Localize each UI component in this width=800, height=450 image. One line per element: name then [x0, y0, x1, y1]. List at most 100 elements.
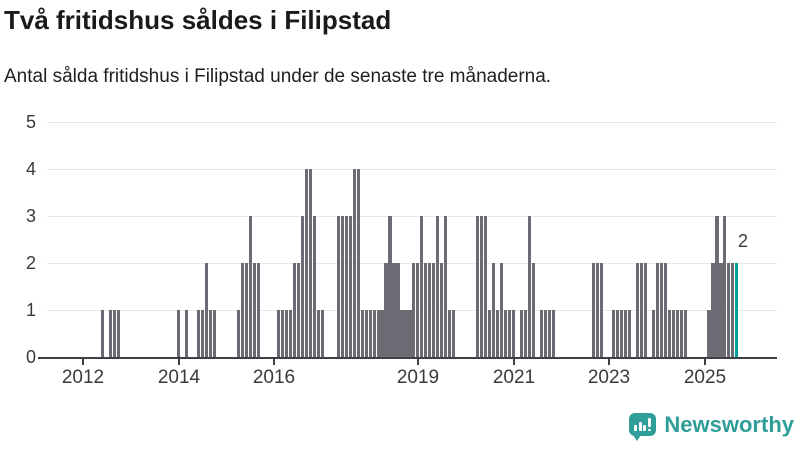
bar-2019-09 [448, 310, 452, 357]
bar-2014-09 [209, 310, 213, 357]
bar-2023-04 [619, 310, 623, 357]
bar-2020-12 [508, 310, 512, 357]
bar-2024-05 [671, 310, 675, 357]
bar-2021-03 [520, 310, 524, 357]
gridline-y5 [47, 122, 777, 124]
bar-2018-10 [404, 310, 408, 357]
bar-2023-05 [623, 310, 627, 357]
x-tick-2023 [608, 359, 610, 365]
bar-2016-07 [296, 263, 300, 357]
bar-2019-04 [428, 263, 432, 357]
newsworthy-logo: Newsworthy [629, 409, 794, 441]
bar-2020-06 [484, 216, 488, 357]
bar-2016-11 [312, 216, 316, 357]
bar-2023-06 [627, 310, 631, 357]
gridline-y4 [47, 169, 777, 171]
bar-2020-09 [496, 310, 500, 357]
bar-2017-12 [364, 310, 368, 357]
y-axis-label: 5 [25, 112, 36, 133]
bar-2017-09 [352, 169, 356, 357]
bar-2023-02 [611, 310, 615, 357]
x-tick-2012 [82, 359, 84, 365]
bar-2016-08 [300, 216, 304, 357]
bar-2015-04 [236, 310, 241, 357]
x-tick-2016 [273, 359, 275, 365]
highlight-bar-2025-09 [735, 263, 739, 357]
bar-2014-03 [185, 310, 189, 357]
bar-2022-11 [599, 263, 603, 357]
bar-2014-07 [201, 310, 205, 357]
bar-2024-01 [655, 263, 659, 357]
bar-2015-06 [244, 263, 249, 357]
bar-2024-08 [683, 310, 687, 357]
bar-2019-10 [452, 310, 456, 357]
bar-2019-08 [444, 216, 448, 357]
bar-2025-06 [723, 216, 727, 357]
bar-2017-01 [320, 310, 324, 357]
bar-2016-12 [316, 310, 320, 357]
bar-2021-11 [551, 310, 556, 357]
x-axis-label-2021: 2021 [492, 367, 536, 388]
bar-2016-09 [304, 169, 308, 357]
bar-2019-07 [440, 263, 444, 357]
bar-2018-11 [408, 310, 412, 357]
bar-2024-03 [663, 263, 667, 357]
x-axis-label-2014: 2014 [157, 367, 201, 388]
bar-2014-08 [205, 263, 209, 357]
y-axis-label: 4 [25, 159, 36, 180]
x-tick-2021 [513, 359, 515, 365]
bar-2025-07 [727, 263, 731, 357]
y-axis-label: 1 [25, 300, 36, 321]
bar-2024-02 [659, 263, 663, 357]
x-axis-label-2023: 2023 [587, 367, 631, 388]
bar-2025-03 [711, 263, 715, 357]
bar-2020-10 [500, 263, 504, 357]
x-axis-line [38, 357, 777, 359]
bar-2024-04 [667, 310, 671, 357]
x-axis-label-2019: 2019 [396, 367, 440, 388]
x-tick-2014 [178, 359, 180, 365]
bar-2025-02 [707, 310, 711, 357]
bar-2021-08 [539, 310, 544, 357]
bar-2015-08 [252, 263, 256, 357]
x-axis-label-2025: 2025 [683, 367, 727, 388]
bar-2021-04 [524, 310, 528, 357]
bar-2025-05 [719, 263, 723, 357]
bar-2017-08 [348, 216, 352, 357]
bar-2024-06 [675, 310, 679, 357]
bar-2022-09 [591, 263, 595, 357]
bar-2021-01 [512, 310, 516, 357]
bar-2023-12 [651, 310, 655, 357]
bar-2024-07 [679, 310, 683, 357]
bar-2016-03 [280, 310, 284, 357]
bar-2020-05 [480, 216, 484, 357]
bar-2018-07 [392, 263, 396, 357]
newsworthy-logo-text: Newsworthy [664, 412, 794, 437]
bar-2015-09 [256, 263, 260, 357]
bar-2018-08 [396, 263, 400, 357]
x-axis-label-2012: 2012 [61, 367, 105, 388]
bar-2020-11 [504, 310, 508, 357]
bar-2015-07 [248, 216, 253, 357]
bar-2017-11 [360, 310, 364, 357]
bar-2012-09 [113, 310, 117, 357]
y-axis-label: 2 [25, 253, 36, 274]
bar-2020-07 [488, 310, 492, 357]
gridline-y3 [47, 216, 777, 218]
x-tick-2025 [704, 359, 706, 365]
bar-2023-10 [643, 263, 647, 357]
y-axis-label: 3 [25, 206, 36, 227]
bar-2016-10 [308, 169, 312, 357]
newsworthy-chart-bubble-icon [629, 412, 657, 441]
bar-2021-05 [528, 216, 532, 357]
bar-2015-05 [240, 263, 245, 357]
bar-2020-04 [476, 216, 480, 357]
chart-title: Två fritidshus såldes i Filipstad [4, 5, 392, 35]
bar-2019-02 [420, 216, 424, 357]
chart-subtitle: Antal sålda fritidshus i Filipstad under… [4, 66, 552, 87]
bar-2016-06 [292, 263, 296, 357]
bar-2018-09 [400, 310, 404, 357]
bar-2018-05 [384, 263, 388, 357]
